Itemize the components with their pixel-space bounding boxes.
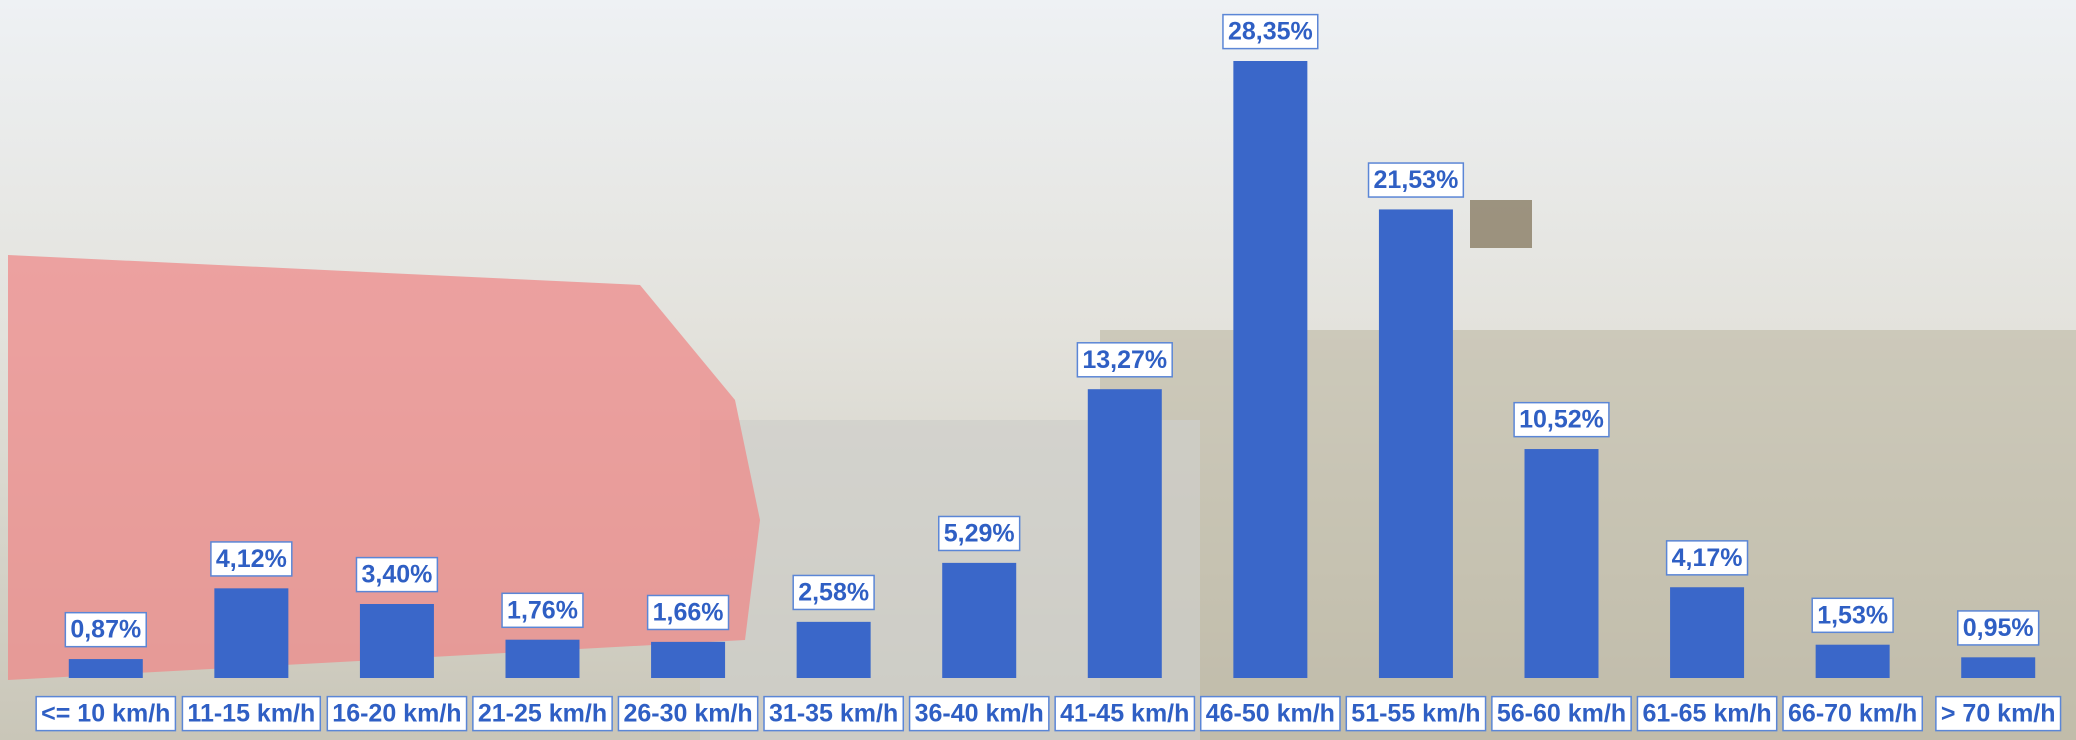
bar	[651, 642, 725, 678]
value-label: 1,66%	[653, 598, 724, 626]
value-label: 1,76%	[507, 596, 578, 624]
background-sign	[1470, 200, 1532, 248]
x-tick-label: 36-40 km/h	[915, 700, 1044, 728]
x-tick-label: 26-30 km/h	[623, 700, 752, 728]
value-label: 21,53%	[1374, 166, 1459, 194]
x-tick-label: 21-25 km/h	[478, 700, 607, 728]
value-label: 4,12%	[216, 545, 287, 573]
value-label: 0,95%	[1963, 614, 2034, 642]
x-tick-label: > 70 km/h	[1941, 700, 2056, 728]
bar	[1088, 389, 1162, 678]
x-tick-label: 66-70 km/h	[1788, 700, 1917, 728]
bar	[797, 622, 871, 678]
value-label: 13,27%	[1082, 346, 1167, 374]
value-label: 5,29%	[944, 519, 1015, 547]
x-tick-label: 61-65 km/h	[1642, 700, 1771, 728]
bar	[1233, 61, 1307, 678]
bar	[506, 640, 580, 678]
value-label: 4,17%	[1672, 544, 1743, 572]
bar	[1816, 645, 1890, 678]
bar	[1379, 209, 1453, 678]
bar	[1525, 449, 1599, 678]
x-tick-label: 11-15 km/h	[187, 700, 315, 728]
value-label: 28,35%	[1228, 18, 1313, 46]
x-tick-label: 46-50 km/h	[1206, 700, 1335, 728]
x-tick-label: <= 10 km/h	[41, 700, 170, 728]
value-label: 2,58%	[798, 578, 869, 606]
page: {"chart_data": {"type": "bar", "categori…	[0, 0, 2076, 740]
value-label: 0,87%	[70, 616, 141, 644]
x-tick-label: 31-35 km/h	[769, 700, 898, 728]
x-tick-label: 56-60 km/h	[1497, 700, 1626, 728]
x-tick-label: 16-20 km/h	[332, 700, 461, 728]
bar	[69, 659, 143, 678]
value-label: 1,53%	[1817, 601, 1888, 629]
value-label: 3,40%	[361, 561, 432, 589]
value-label: 10,52%	[1519, 406, 1604, 434]
bar	[942, 563, 1016, 678]
bar	[1961, 657, 2035, 678]
x-tick-label: 41-45 km/h	[1060, 700, 1189, 728]
bar	[214, 588, 288, 678]
bar	[360, 604, 434, 678]
bar	[1670, 587, 1744, 678]
chart: 0,87% <= 10 km/h 4,12% 11-15 km/h 3,40% 16-20…	[0, 0, 2076, 740]
x-tick-label: 51-55 km/h	[1351, 700, 1480, 728]
